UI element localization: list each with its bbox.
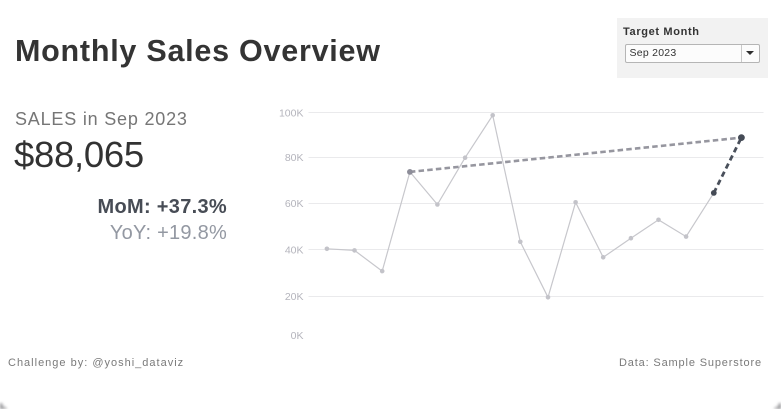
svg-text:100K: 100K <box>279 108 304 120</box>
svg-text:80K: 80K <box>285 152 304 164</box>
svg-text:40K: 40K <box>285 245 304 257</box>
svg-text:0K: 0K <box>291 330 304 342</box>
svg-text:60K: 60K <box>285 198 304 210</box>
svg-text:20K: 20K <box>285 291 304 303</box>
